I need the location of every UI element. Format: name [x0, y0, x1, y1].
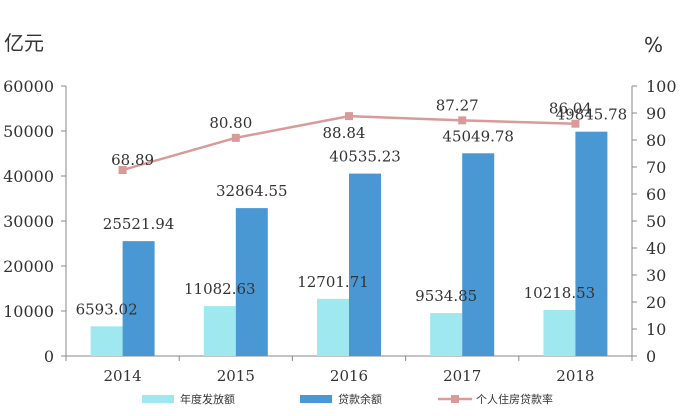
bar	[235, 208, 268, 356]
bar	[122, 241, 155, 356]
left-tick-label: 60000	[3, 77, 54, 96]
bar	[543, 310, 576, 356]
bar-data-label: 6593.02	[76, 300, 138, 318]
legend-label: 贷款余额	[338, 392, 382, 406]
bar-data-label: 9534.85	[415, 287, 477, 305]
left-tick-label: 0	[44, 347, 54, 366]
line-data-label: 88.84	[323, 124, 366, 142]
bars	[90, 131, 608, 356]
bar	[349, 173, 381, 356]
legend-label: 个人住房贷款率	[476, 392, 553, 406]
legend-swatch-marker	[451, 395, 459, 403]
x-tick-label: 2016	[330, 367, 368, 385]
legend-swatch	[142, 395, 174, 403]
right-tick-label: 60	[646, 185, 666, 204]
right-tick-label: 80	[646, 131, 666, 150]
data-labels: 6593.02 11082.63 12701.71 9534.85 10218.53 25…	[76, 96, 628, 318]
left-tick-label: 20000	[3, 257, 54, 276]
left-tick-label: 50000	[3, 122, 54, 141]
line-data-label: 68.89	[111, 151, 154, 169]
bar	[203, 306, 236, 356]
right-axis-unit: %	[644, 33, 663, 57]
line-data-label: 80.80	[209, 114, 252, 132]
bar-data-label: 12701.71	[297, 273, 369, 291]
line-point	[231, 133, 240, 142]
right-tick-label: 100	[646, 77, 677, 96]
bar-data-label: 25521.94	[103, 215, 175, 233]
bar-data-label: 40535.23	[329, 148, 401, 166]
right-tick-label: 20	[646, 293, 666, 312]
x-tick-label: 2014	[104, 367, 142, 385]
x-tick-label: 2018	[556, 367, 594, 385]
legend-label: 年度发放额	[180, 392, 235, 406]
left-tick-label: 30000	[3, 212, 54, 231]
right-tick-label: 0	[646, 347, 656, 366]
bar-data-label: 11082.63	[184, 280, 256, 298]
line-series	[118, 112, 580, 174]
left-tick-label: 40000	[3, 167, 54, 186]
line-point	[118, 165, 127, 174]
bar	[462, 153, 495, 356]
axes: 0 10000 20000 30000 40000 50000 60000 0 10 20 30 40…	[3, 77, 676, 385]
bar	[575, 131, 608, 356]
bar	[430, 313, 463, 356]
legend: 年度发放额 贷款余额 个人住房贷款率	[142, 392, 553, 406]
bar-data-label: 49845.78	[556, 106, 628, 124]
right-tick-label: 30	[646, 266, 666, 285]
right-tick-label: 40	[646, 239, 666, 258]
right-tick-label: 50	[646, 212, 666, 231]
line-data-label: 87.27	[436, 96, 479, 114]
bar	[90, 326, 123, 356]
right-tick-label: 10	[646, 320, 666, 339]
bar-data-label: 10218.53	[524, 284, 596, 302]
line-point	[571, 119, 580, 128]
x-tick-label: 2015	[217, 367, 255, 385]
line-data-label: 86.04	[549, 100, 592, 118]
left-tick-label: 10000	[3, 302, 54, 321]
x-tick-label: 2017	[443, 367, 481, 385]
bar-data-label: 32864.55	[216, 182, 288, 200]
legend-swatch	[300, 395, 332, 403]
bar	[317, 298, 349, 356]
bar-data-label: 45049.78	[442, 127, 514, 145]
line-point	[345, 112, 353, 121]
left-axis-unit: 亿元	[4, 31, 44, 55]
line-point	[458, 116, 467, 125]
right-tick-label: 90	[646, 104, 666, 123]
right-tick-label: 70	[646, 158, 666, 177]
